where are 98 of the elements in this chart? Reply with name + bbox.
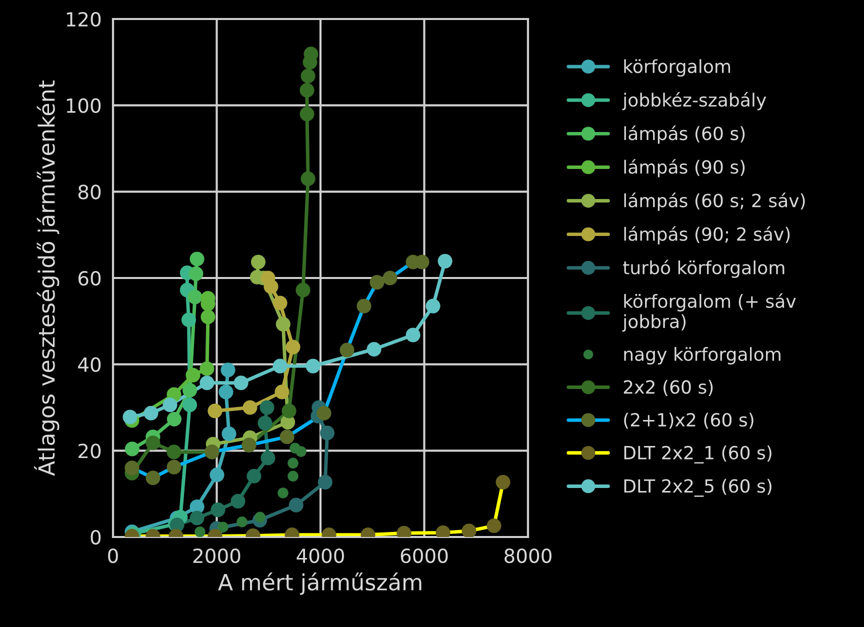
point: [194, 526, 206, 537]
point: [186, 368, 200, 382]
legend-label: jobbkéz-szabály: [622, 92, 766, 110]
point: [250, 254, 266, 270]
y-tick-label: 0: [90, 530, 101, 545]
y-tick-label: 20: [78, 444, 101, 458]
point: [462, 524, 476, 537]
point: [166, 444, 182, 460]
point: [190, 252, 204, 266]
legend-label: turbó körforgalom: [623, 260, 784, 278]
point: [242, 400, 258, 415]
point: [234, 376, 248, 390]
x-tick-label: 6000: [400, 548, 448, 564]
x-tick-label: 0: [108, 548, 118, 564]
point: [260, 270, 276, 286]
point: [486, 518, 502, 534]
point: [200, 310, 216, 324]
point: [318, 474, 332, 490]
y-tick-label: 120: [66, 12, 101, 27]
point: [218, 384, 234, 400]
point: [230, 494, 246, 508]
point: [218, 522, 228, 532]
point: [276, 316, 290, 332]
point: [144, 406, 158, 420]
point: [260, 450, 276, 466]
point: [320, 426, 335, 440]
point: [356, 298, 372, 314]
point: [200, 376, 214, 390]
y-tick-label: 100: [66, 98, 101, 113]
point: [272, 358, 288, 374]
point: [210, 502, 226, 518]
point: [278, 488, 288, 498]
point: [246, 468, 262, 484]
point: [272, 296, 288, 310]
point: [366, 342, 382, 357]
point: [188, 266, 204, 281]
y-tick-label: 60: [78, 270, 101, 286]
legend-label: DLT 2x2_5 (60 s): [624, 478, 772, 497]
point: [146, 470, 160, 486]
x-axis-title: A mért járműszám: [218, 572, 422, 595]
x-tick-label: 8000: [504, 548, 552, 564]
point: [286, 340, 300, 354]
point: [274, 384, 290, 400]
point: [208, 404, 222, 418]
point: [382, 270, 398, 286]
point: [300, 106, 314, 122]
point: [220, 362, 236, 378]
point: [288, 458, 298, 469]
point: [306, 358, 320, 374]
legend-label: nagy körforgalom: [624, 347, 780, 365]
legend-label: körforgalom: [624, 59, 730, 77]
legend-label: DLT 2x2_1 (60 s): [624, 446, 772, 464]
point: [124, 442, 140, 456]
point: [146, 436, 160, 450]
point: [282, 404, 296, 418]
point: [300, 68, 316, 84]
legend-label: lámpás (60 s; 2 sáv): [624, 192, 805, 211]
y-axis-title: Átlagos veszteségidő járművenként: [34, 80, 60, 476]
point: [236, 516, 248, 528]
point: [190, 510, 204, 526]
point: [300, 171, 316, 186]
point: [166, 412, 182, 426]
x-tick-label: 2000: [193, 548, 240, 564]
point: [296, 282, 310, 298]
y-tick-label: 80: [78, 184, 101, 200]
point: [188, 290, 202, 304]
point: [181, 312, 196, 328]
legend-label: lámpás (90 s): [624, 159, 745, 178]
point: [210, 468, 224, 482]
point: [166, 460, 182, 474]
point: [340, 342, 354, 358]
point: [496, 474, 510, 490]
point: [316, 406, 332, 420]
point: [290, 442, 300, 454]
legend-label: 2x2 (60 s): [624, 380, 713, 396]
point: [222, 426, 236, 442]
point: [280, 430, 294, 444]
legend-label: (2+1)x2 (60 s): [624, 412, 754, 429]
point: [426, 298, 440, 314]
point: [288, 498, 304, 512]
point: [300, 82, 314, 98]
point: [162, 398, 178, 412]
legend-label: lámpás (60 s): [624, 126, 745, 144]
y-tick-label: 40: [78, 357, 101, 372]
legend-label: lámpás (90; 2 sáv): [624, 226, 790, 244]
point: [370, 275, 384, 290]
legend-label: körforgalom (+ sáv jobbra): [622, 293, 796, 332]
point: [258, 416, 272, 430]
point: [182, 382, 198, 398]
point: [260, 400, 274, 415]
x-tick-label: 4000: [296, 548, 344, 564]
point: [122, 410, 138, 424]
point: [406, 328, 420, 342]
point: [182, 398, 198, 412]
point: [288, 470, 298, 482]
point: [200, 361, 214, 376]
point: [438, 254, 452, 268]
point: [124, 460, 140, 476]
